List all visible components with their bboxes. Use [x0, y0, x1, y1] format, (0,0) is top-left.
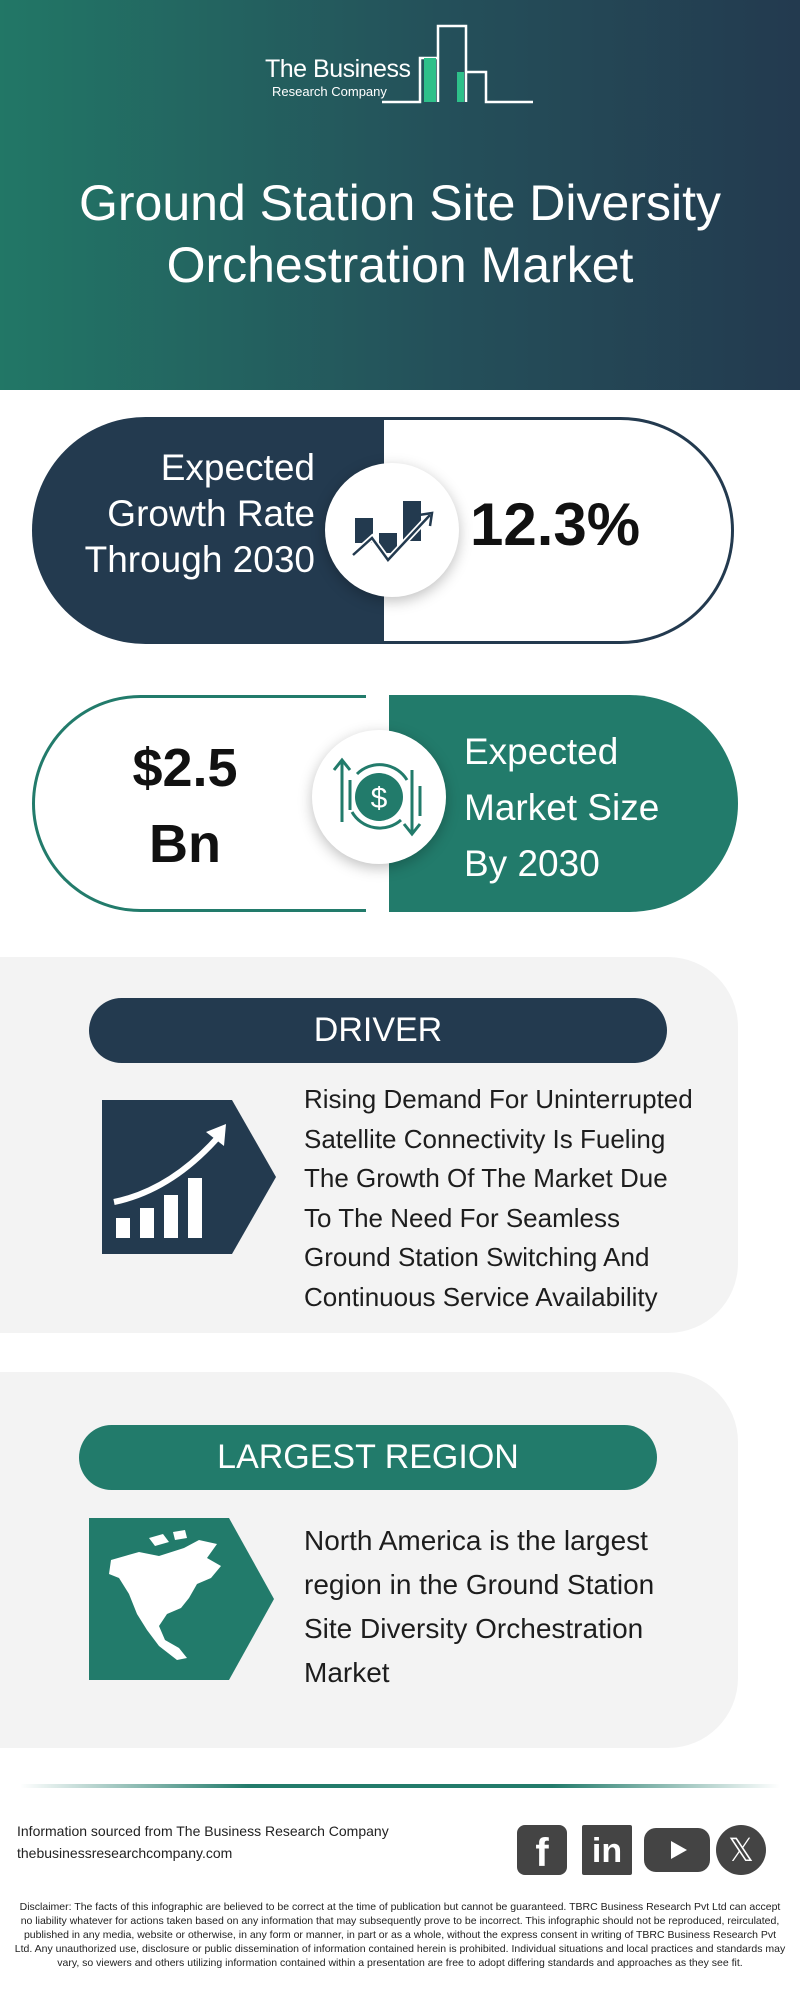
x-icon[interactable]: 𝕏: [716, 1825, 766, 1875]
text-line: The Growth Of The Market Due: [304, 1163, 668, 1193]
region-text: North America is the largest region in t…: [304, 1519, 654, 1695]
driver-heading: DRIVER: [89, 998, 667, 1063]
text-line: North America is the largest: [304, 1525, 648, 1556]
label-line: Market Size: [464, 787, 660, 828]
market-size-card-right: [389, 695, 738, 912]
linkedin-icon[interactable]: in: [582, 1825, 632, 1875]
label-line: By 2030: [464, 843, 600, 884]
market-size-label: Expected Market Size By 2030: [464, 724, 659, 892]
logo-text: The Business: [265, 55, 411, 83]
text-line: Market: [304, 1657, 390, 1688]
svg-text:$: $: [371, 782, 388, 815]
text-line: Continuous Service Availability: [304, 1281, 658, 1312]
growth-card-right: [378, 417, 734, 644]
logo-buildings-icon: [382, 24, 533, 104]
region-heading: LARGEST REGION: [79, 1425, 657, 1490]
logo-subtext: Research Company: [272, 84, 387, 99]
disclaimer: Disclaimer: The facts of this infographi…: [14, 1901, 786, 1969]
text-line: region in the Ground Station: [304, 1569, 655, 1600]
label-line: Expected: [160, 447, 315, 488]
value-line: Bn: [149, 814, 221, 874]
market-size-icon-circle: $: [312, 730, 446, 864]
text-line: Site Diversity Orchestration: [304, 1613, 644, 1644]
title-line: Orchestration Market: [166, 237, 634, 293]
page-title: Ground Station Site Diversity Orchestrat…: [0, 172, 800, 296]
north-america-map-icon: [89, 1518, 274, 1680]
market-size-value: $2.5 Bn: [110, 730, 260, 882]
driver-text: Rising Demand For Uninterrupted Satellit…: [304, 1080, 693, 1317]
market-size-card-left: [32, 695, 366, 912]
label-line: Expected: [464, 731, 619, 772]
text-line: Rising Demand For Uninterrupted: [304, 1084, 693, 1114]
title-line: Ground Station Site Diversity: [79, 175, 721, 231]
text-line: Ground Station Switching And: [304, 1242, 650, 1272]
growth-icon-circle: [325, 463, 459, 597]
header-banner: [0, 0, 800, 390]
value-line: $2.5: [132, 738, 238, 798]
facebook-icon[interactable]: f: [517, 1825, 567, 1875]
text-line: To The Need For Seamless: [304, 1202, 620, 1233]
label-line: Through 2030: [84, 539, 315, 580]
growth-chart-icon: [350, 501, 434, 565]
youtube-icon[interactable]: [644, 1828, 710, 1872]
dollar-exchange-icon: $: [332, 757, 422, 837]
text-line: Satellite Connectivity Is Fueling: [304, 1123, 666, 1154]
source-text: Information sourced from The Business Re…: [17, 1823, 389, 1839]
rising-bar-chart-icon: [102, 1100, 276, 1254]
footer-source: Information sourced from The Business Re…: [17, 1820, 389, 1864]
growth-label: Expected Growth Rate Through 2030: [60, 445, 315, 583]
growth-rate-value: 12.3%: [470, 491, 641, 558]
website-link[interactable]: thebusinessresearchcompany.com: [17, 1845, 233, 1861]
divider: [20, 1784, 780, 1788]
label-line: Growth Rate: [107, 493, 315, 534]
